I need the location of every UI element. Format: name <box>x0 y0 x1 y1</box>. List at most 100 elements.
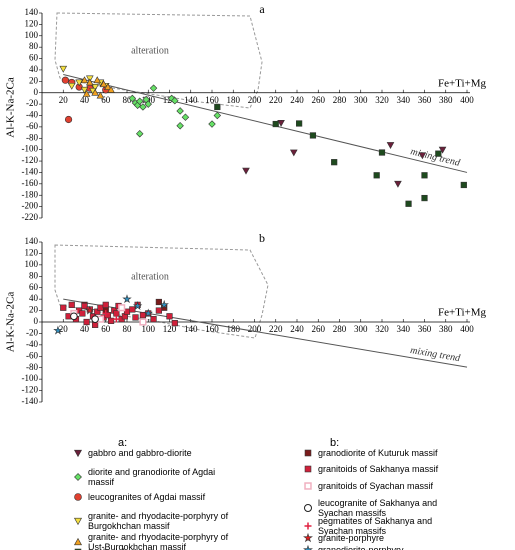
y-tick-label: -100 <box>22 144 39 154</box>
marker <box>80 76 89 84</box>
y-tick-label: -40 <box>26 110 38 120</box>
marker <box>102 310 110 317</box>
legend-item: leucogranites of Agdai massif <box>70 491 238 503</box>
marker <box>277 119 285 127</box>
marker <box>309 132 317 139</box>
marker <box>438 146 447 154</box>
legend-label: granite- and rhyodacite-porphyry of Ust-… <box>88 532 229 550</box>
marker <box>386 142 395 150</box>
x-tick-label: 280 <box>333 324 347 334</box>
legend-label: trachydolerite <box>88 547 238 550</box>
marker <box>155 298 162 306</box>
legend-label: leucogranites of Agdai massif <box>88 492 206 502</box>
legend-item: granitoids of Syachan massif <box>300 480 468 492</box>
y-tick-label: -20 <box>26 98 38 108</box>
marker <box>73 537 83 546</box>
marker <box>99 80 108 88</box>
marker <box>139 312 147 319</box>
alteration-outline <box>54 12 263 109</box>
marker <box>171 320 178 327</box>
legend-swatch <box>304 522 312 530</box>
legend-swatch <box>304 504 312 512</box>
x-tick-label: 240 <box>290 324 304 334</box>
legend-item: pegmatites of Sakhanya and Syachan massi… <box>300 516 468 536</box>
x-tick-label: 140 <box>184 95 198 105</box>
legend-item: trachydolerite <box>70 546 238 550</box>
x-axis-label: Fe+Ti+Mg <box>438 77 487 89</box>
legend-label: gabbro and gabbro-diorite <box>88 448 192 458</box>
y-tick-label: -80 <box>26 132 38 142</box>
marker <box>181 113 190 121</box>
marker <box>159 299 169 309</box>
y-tick-label: 140 <box>25 7 39 17</box>
marker <box>70 312 78 321</box>
y-tick-label: -60 <box>26 121 38 131</box>
marker <box>144 100 152 108</box>
y-tick-label: 140 <box>25 236 39 246</box>
legend-swatch <box>74 473 82 481</box>
legend-item: diorite and granodiorite of Agdai massif <box>70 467 238 487</box>
marker <box>122 294 132 304</box>
marker <box>102 301 109 308</box>
marker <box>85 305 95 315</box>
marker <box>74 473 82 481</box>
marker <box>304 449 312 457</box>
x-tick-label: 220 <box>269 95 283 105</box>
y-tick-label: 0 <box>34 316 39 326</box>
y-tick-label: 80 <box>29 270 39 280</box>
x-tick-label: 260 <box>312 95 326 105</box>
marker <box>75 79 83 87</box>
marker <box>303 544 313 550</box>
marker <box>61 76 69 84</box>
marker <box>378 149 386 156</box>
x-tick-label: 160 <box>205 95 219 105</box>
marker <box>113 315 120 323</box>
legend-label: granitoids of Sakhanya massif <box>318 464 439 474</box>
legend-swatch <box>303 544 313 550</box>
marker <box>118 304 126 312</box>
marker <box>166 313 173 320</box>
x-tick-label: 20 <box>59 324 69 334</box>
marker <box>91 315 99 323</box>
marker <box>460 181 467 189</box>
annotation: alteration <box>131 271 169 282</box>
marker <box>107 85 115 93</box>
marker <box>93 76 102 84</box>
marker <box>73 449 83 458</box>
marker <box>394 180 402 188</box>
marker <box>213 111 222 120</box>
x-tick-label: 320 <box>375 95 389 105</box>
x-tick-label: 300 <box>354 95 368 105</box>
x-tick-label: 340 <box>397 95 411 105</box>
marker <box>113 310 120 317</box>
y-tick-label: 100 <box>25 30 39 40</box>
marker <box>67 82 76 90</box>
marker <box>272 120 279 128</box>
x-tick-label: 220 <box>269 324 283 334</box>
x-tick-label: 140 <box>184 324 198 334</box>
y-tick-label: 60 <box>29 282 39 292</box>
x-tick-label: 200 <box>248 324 262 334</box>
y-tick-label: 100 <box>25 259 39 269</box>
x-tick-label: 400 <box>460 324 474 334</box>
y-tick-label: -20 <box>26 327 38 337</box>
marker <box>136 129 144 138</box>
y-tick-label: -200 <box>22 201 39 211</box>
marker <box>304 522 312 530</box>
y-tick-label: 20 <box>29 305 39 315</box>
x-tick-label: 300 <box>354 324 368 334</box>
marker <box>81 302 88 310</box>
y-tick-label: -40 <box>26 339 38 349</box>
marker <box>68 301 75 308</box>
x-tick-label: 180 <box>227 95 241 105</box>
y-axis-label: Al-K-Na-2Ca <box>5 292 17 353</box>
marker <box>150 316 157 323</box>
legend-label: granite-porphyre <box>318 533 385 543</box>
marker <box>80 86 89 94</box>
legend-label: granodiorite of Kuturuk massif <box>318 448 438 458</box>
y-tick-label: -120 <box>22 385 39 395</box>
y-tick-label: 60 <box>29 53 39 63</box>
marker <box>176 107 184 115</box>
marker <box>97 304 104 311</box>
